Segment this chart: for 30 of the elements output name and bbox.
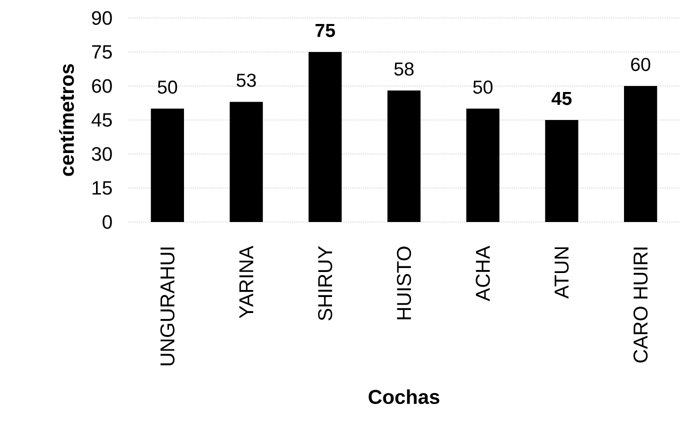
x-tick-label: HUISTO — [396, 246, 412, 320]
y-tick-label: 60 — [92, 79, 112, 93]
bar — [230, 102, 263, 222]
x-tick-label: CARO HUIRI — [633, 248, 648, 362]
x-tick-label: ACHA — [476, 246, 490, 302]
data-label: 50 — [158, 80, 178, 94]
y-axis-title: centímetros — [59, 64, 74, 176]
data-label: 58 — [394, 62, 414, 76]
bar — [545, 120, 578, 222]
data-label: 50 — [473, 80, 493, 94]
bar — [150, 108, 184, 222]
bar — [308, 52, 342, 222]
data-label: 53 — [236, 74, 256, 87]
data-label: 60 — [631, 58, 650, 72]
bar — [387, 90, 421, 222]
x-axis-title: Cochas — [368, 389, 440, 404]
y-tick-label: 45 — [92, 113, 112, 127]
y-tick-label: 30 — [92, 147, 112, 161]
x-tick-label: UNGURAHUI — [160, 248, 175, 366]
x-tick-label: ATUN — [554, 247, 569, 299]
y-tick-label: 75 — [92, 45, 112, 59]
bar — [624, 86, 658, 222]
bar — [466, 108, 500, 222]
data-label: 45 — [552, 92, 572, 106]
y-tick-label: 0 — [102, 215, 112, 229]
y-tick-label: 90 — [92, 11, 112, 25]
x-tick-label: YARINA — [239, 246, 254, 318]
x-tick-label: SHIRUY — [318, 246, 332, 320]
y-tick-label: 15 — [92, 181, 112, 195]
data-label: 75 — [316, 24, 336, 38]
